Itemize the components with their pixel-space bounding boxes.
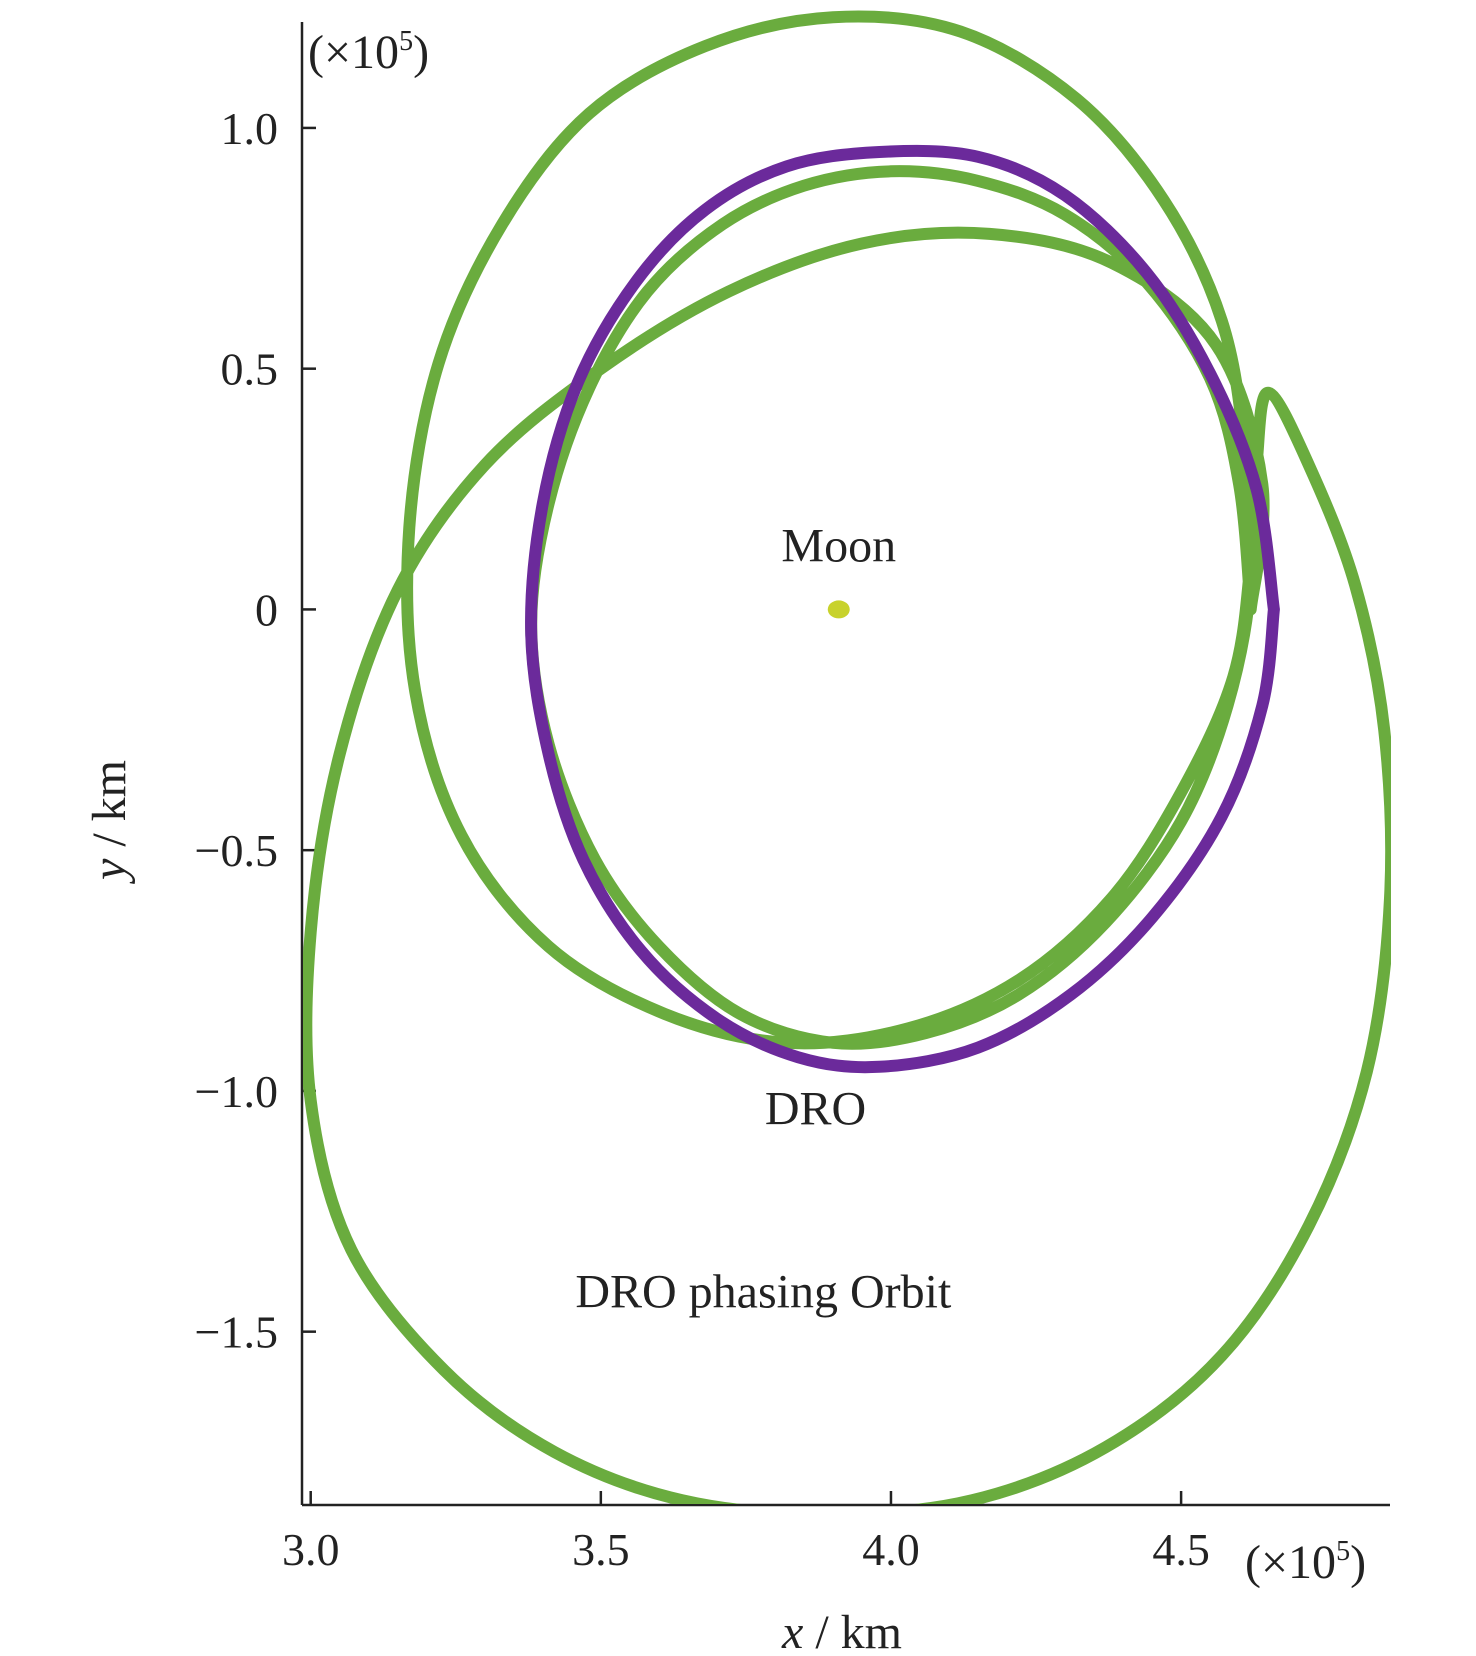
x-tick-label: 3.0 [282, 1524, 340, 1575]
y-tick-label: −1.0 [195, 1066, 278, 1117]
annotation-label: DRO [765, 1083, 866, 1136]
x-tick-label: 4.0 [862, 1524, 920, 1575]
y-tick-label: 0.5 [221, 344, 279, 395]
axes [300, 22, 1390, 1507]
y-tick-label: −0.5 [195, 825, 278, 876]
annotation-label: Moon [781, 519, 896, 572]
moon-point [827, 600, 850, 619]
annotation-label: DRO phasing Orbit [575, 1266, 952, 1319]
y-axis-label: y / km [83, 760, 136, 885]
y-tick-label: 0 [255, 584, 278, 635]
y-axis-multiplier: (×105) [308, 26, 429, 79]
dro-orbit-line [525, 144, 1280, 1074]
x-tick-label: 4.5 [1152, 1524, 1210, 1575]
x-axis-label: x / km [781, 1606, 902, 1656]
x-axis-multiplier: (×105) [1245, 1536, 1366, 1589]
x-tick-label: 3.5 [572, 1524, 630, 1575]
y-tick-label: −1.5 [195, 1307, 278, 1358]
y-tick-label: 1.0 [221, 103, 279, 154]
